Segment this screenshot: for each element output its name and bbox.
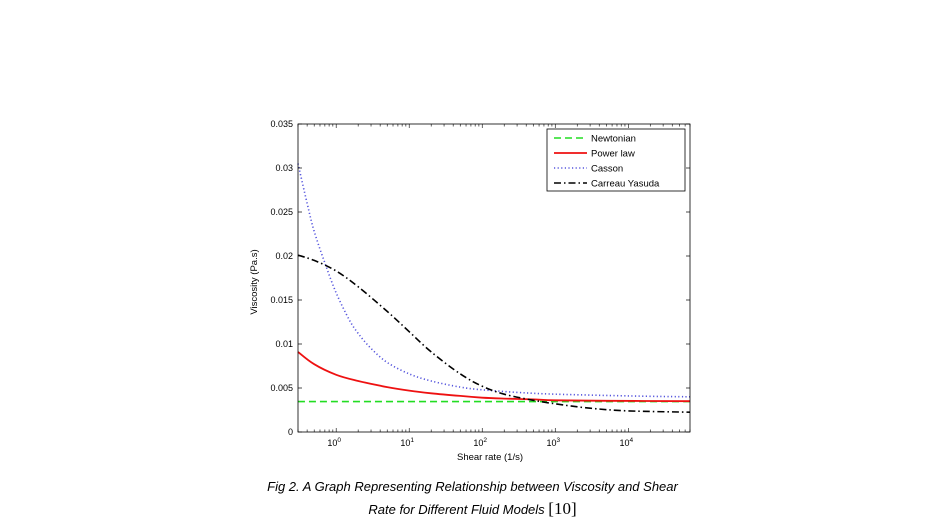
y-tick-label: 0.035: [270, 119, 293, 129]
ticks-layer: [297, 123, 691, 433]
y-tick-label: 0.02: [275, 251, 293, 261]
x-tick-exponent: 3: [556, 437, 560, 444]
y-tick-label: 0.005: [270, 383, 293, 393]
x-tick-label: 100: [327, 437, 341, 448]
caption-reference: [10]: [548, 499, 577, 518]
y-axis-title: Viscosity (Pa.s): [249, 249, 260, 314]
x-tick-base: 10: [619, 438, 629, 448]
x-tick-base: 10: [546, 438, 556, 448]
y-tick-label: 0.015: [270, 295, 293, 305]
legend-label-newtonian: Newtonian: [591, 134, 636, 145]
caption-line-2: Rate for Different Fluid Models [10]: [0, 498, 945, 521]
series-line-power-law: [297, 351, 691, 403]
legend-label-power-law: Power law: [591, 149, 635, 160]
x-tick-exponent: 2: [483, 437, 487, 444]
x-tick-label: 103: [546, 437, 560, 448]
series-line-carreau-yasuda: [297, 254, 691, 413]
x-tick-base: 10: [473, 438, 483, 448]
y-tick-label: 0: [288, 427, 293, 437]
caption-line-1: Fig 2. A Graph Representing Relationship…: [267, 479, 678, 494]
legend-box: [546, 128, 686, 192]
x-tick-exponent: 0: [337, 437, 341, 444]
series-line-casson: [297, 163, 691, 398]
x-tick-label: 101: [400, 437, 414, 448]
x-tick-base: 10: [327, 438, 337, 448]
figure-caption: Fig 2. A Graph Representing Relationship…: [0, 476, 945, 521]
x-axis-title: Shear rate (1/s): [457, 452, 523, 463]
x-tick-exponent: 1: [410, 437, 414, 444]
legend-label-casson: Casson: [591, 164, 623, 175]
x-tick-base: 10: [400, 438, 410, 448]
series-layer: [297, 163, 691, 413]
y-tick-label: 0.025: [270, 207, 293, 217]
caption-line-2-text: Rate for Different Fluid Models: [368, 502, 545, 517]
plot-frame: [297, 123, 691, 433]
legend-label-carreau-yasuda: Carreau Yasuda: [591, 179, 660, 190]
legend: Newtonian Power law Casson Carreau Yasuda: [546, 128, 686, 192]
x-tick-label: 102: [473, 437, 487, 448]
x-tick-exponent: 4: [629, 437, 633, 444]
y-tick-label: 0.01: [275, 339, 293, 349]
x-tick-label: 104: [619, 437, 633, 448]
y-tick-label: 0.03: [275, 163, 293, 173]
